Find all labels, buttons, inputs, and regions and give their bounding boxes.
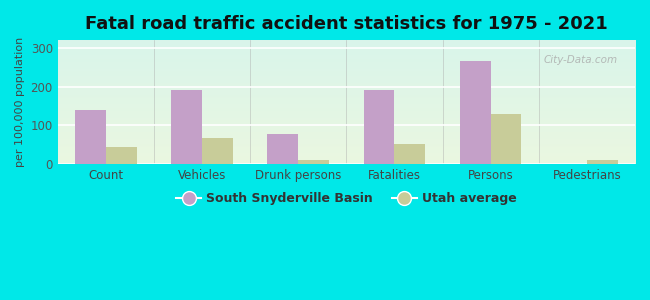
Legend: South Snyderville Basin, Utah average: South Snyderville Basin, Utah average bbox=[171, 187, 521, 210]
Bar bbox=[460, 61, 491, 164]
Bar bbox=[298, 160, 329, 164]
Bar bbox=[75, 110, 106, 164]
Bar bbox=[491, 114, 521, 164]
Bar bbox=[202, 138, 233, 164]
Bar bbox=[587, 160, 618, 164]
Bar bbox=[363, 90, 395, 164]
Title: Fatal road traffic accident statistics for 1975 - 2021: Fatal road traffic accident statistics f… bbox=[85, 15, 608, 33]
Y-axis label: per 100,000 population: per 100,000 population bbox=[15, 37, 25, 167]
Bar bbox=[106, 147, 136, 164]
Text: City-Data.com: City-Data.com bbox=[543, 55, 618, 65]
Bar bbox=[171, 90, 202, 164]
Bar bbox=[395, 144, 425, 164]
Bar bbox=[267, 134, 298, 164]
